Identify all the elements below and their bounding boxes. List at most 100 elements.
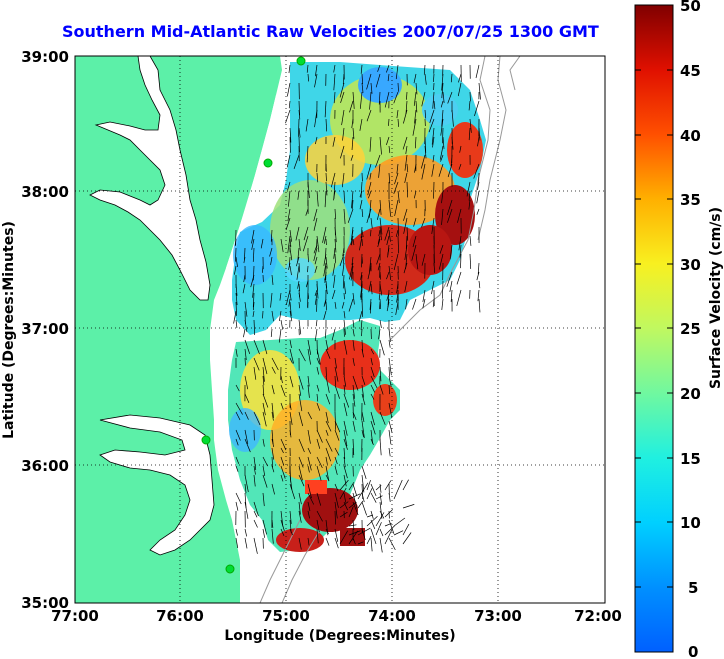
velocity-arrow <box>361 429 364 438</box>
velocity-arrow <box>397 217 399 236</box>
velocity-arrow <box>384 509 393 518</box>
velocity-arrow <box>384 480 392 491</box>
x-tick-label: 74:00 <box>368 607 416 625</box>
velocity-arrow <box>252 283 255 298</box>
velocity-arrow <box>403 217 408 234</box>
velocity-arrow <box>352 357 355 366</box>
velocity-arrow <box>253 366 257 380</box>
velocity-arrow <box>361 229 364 238</box>
velocity-arrow <box>307 501 311 511</box>
velocity-arrow <box>325 438 333 452</box>
velocity-arrow <box>316 357 320 365</box>
velocity-arrow <box>424 145 427 159</box>
velocity-arrow <box>339 479 349 491</box>
radar-station-marker <box>296 56 306 66</box>
velocity-arrow <box>262 519 267 535</box>
velocity-arrow <box>348 530 361 536</box>
velocity-arrow <box>388 118 390 126</box>
velocity-arrow <box>339 253 345 267</box>
radar-station-marker <box>201 435 211 445</box>
velocity-arrow <box>235 528 238 536</box>
velocity-arrow <box>343 492 347 503</box>
velocity-arrow <box>433 100 436 110</box>
velocity-arrow <box>235 283 238 296</box>
velocity-arrow <box>298 109 301 120</box>
velocity-arrow <box>421 217 426 228</box>
velocity-arrow <box>429 109 435 124</box>
velocity-arrow <box>262 411 267 427</box>
velocity-arrow <box>235 501 239 511</box>
velocity-arrow <box>289 310 293 322</box>
velocity-arrow <box>405 298 408 310</box>
velocity-arrow <box>370 411 375 426</box>
velocity-arrow <box>433 262 435 273</box>
velocity-arrow <box>447 91 453 104</box>
colorbar-tick-label: 40 <box>680 127 701 145</box>
radar-station-marker <box>225 564 235 574</box>
velocity-arrow <box>253 501 259 517</box>
velocity-arrow <box>384 528 393 545</box>
velocity-arrow <box>334 483 339 492</box>
velocity-arrow <box>447 163 453 178</box>
velocity-arrow <box>234 265 237 275</box>
x-tick-label: 77:00 <box>51 607 99 625</box>
velocity-arrow <box>474 100 480 117</box>
velocity-arrow <box>352 339 355 351</box>
velocity-arrow <box>270 256 273 265</box>
velocity-arrow <box>325 256 328 269</box>
velocity-arrow <box>357 482 369 500</box>
velocity-arrow <box>388 328 391 342</box>
velocity-arrow <box>279 310 282 322</box>
velocity-arrow <box>289 301 292 316</box>
y-tick-label: 38:00 <box>21 183 69 201</box>
velocity-arrow <box>449 280 453 292</box>
velocity-arrow <box>379 298 382 310</box>
velocity-arrow <box>244 411 249 420</box>
velocity-arrow <box>349 100 354 113</box>
velocity-arrow <box>316 393 319 402</box>
velocity-arrow <box>235 411 241 421</box>
velocity-arrow <box>413 73 417 84</box>
velocity-arrow <box>262 384 265 395</box>
velocity-arrow <box>402 504 415 509</box>
velocity-arrow <box>334 253 336 263</box>
velocity-arrow <box>450 73 453 83</box>
velocity-arrow <box>396 163 399 174</box>
velocity-arrow <box>280 447 284 454</box>
velocity-arrow <box>468 199 471 210</box>
velocity-arrow <box>370 420 376 435</box>
velocity-arrow <box>323 262 327 277</box>
velocity-arrow <box>360 319 363 330</box>
velocity-arrow <box>476 208 480 215</box>
velocity-arrow <box>441 82 444 99</box>
velocity-arrow <box>402 532 412 545</box>
velocity-arrow <box>422 289 426 302</box>
velocity-arrow <box>366 488 373 500</box>
velocity-arrow <box>306 145 309 163</box>
velocity-arrow <box>307 537 310 546</box>
velocity-arrow <box>446 199 453 216</box>
colorbar-tick-label: 50 <box>680 0 701 15</box>
velocity-arrow <box>298 292 301 302</box>
velocity-arrow <box>341 301 345 309</box>
velocity-arrow <box>352 127 355 139</box>
colorbar <box>634 4 674 653</box>
velocity-arrow <box>378 292 381 300</box>
velocity-arrow <box>375 154 381 168</box>
velocity-arrow <box>325 393 331 405</box>
velocity-arrow <box>307 181 310 199</box>
velocity-arrow <box>361 393 366 406</box>
velocity-arrow <box>370 537 373 552</box>
velocity-arrow <box>334 420 341 433</box>
velocity-arrow <box>368 280 372 293</box>
velocity-arrow <box>405 100 408 115</box>
velocity-arrow <box>368 190 372 199</box>
x-axis-label: Longitude (Degrees:Minutes) <box>224 628 455 644</box>
velocity-arrow <box>388 429 392 445</box>
velocity-arrow <box>370 528 377 545</box>
velocity-arrow <box>357 500 364 509</box>
velocity-arrow <box>298 238 301 251</box>
velocity-arrow <box>340 91 345 104</box>
velocity-arrow <box>333 64 336 73</box>
velocity-arrow <box>316 519 320 533</box>
